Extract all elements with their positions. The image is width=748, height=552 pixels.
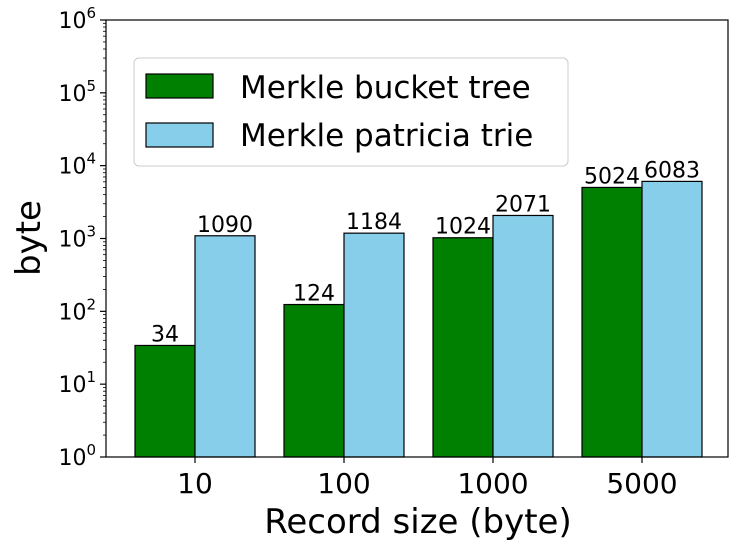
bar-value-label: 6083 [644, 158, 700, 183]
bar-value-label: 1024 [435, 215, 491, 240]
bar-merkle-bucket-tree-1000 [432, 237, 494, 458]
plot-frame [105, 19, 729, 458]
bars-group [134, 180, 703, 458]
bar-value-label: 34 [151, 322, 179, 347]
legend-label-merkle-patricia-trie: Merkle patricia trie [240, 118, 533, 154]
y-tick-label: 104 [58, 150, 96, 180]
y-tick-label: 102 [58, 295, 96, 325]
legend-swatch-merkle-bucket-tree [145, 73, 214, 99]
x-tick-label: 100 [317, 467, 370, 500]
bar-merkle-bucket-tree-5000 [581, 186, 643, 458]
x-axis: 10 100 1000 5000 [177, 457, 678, 500]
bar-merkle-patricia-trie-5000 [641, 180, 703, 458]
bar-value-label: 1184 [346, 210, 402, 235]
bar-merkle-patricia-trie-10 [194, 235, 256, 458]
x-axis-label: Record size (byte) [264, 502, 572, 542]
bar-value-label: 124 [293, 282, 335, 307]
bar-merkle-bucket-tree-10 [134, 344, 196, 458]
y-tick-label: 101 [58, 368, 96, 398]
bar-merkle-patricia-trie-1000 [492, 214, 554, 458]
bar-value-label: 2071 [495, 192, 551, 217]
y-axis-label: byte [9, 200, 49, 276]
y-tick-label: 106 [58, 4, 96, 34]
y-tick-label: 100 [58, 441, 96, 471]
legend: Merkle bucket tree Merkle patricia trie [133, 57, 569, 167]
y-axis: 100 101 102 103 104 105 106 [58, 4, 106, 471]
y-tick-label: 105 [58, 77, 96, 107]
bar-merkle-patricia-trie-100 [343, 232, 405, 458]
legend-swatch-merkle-patricia-trie [145, 122, 214, 148]
bar-value-label: 5024 [584, 164, 640, 189]
y-tick-label: 103 [58, 223, 96, 253]
legend-frame [133, 57, 569, 167]
x-tick-label: 5000 [606, 467, 677, 500]
x-tick-label: 1000 [457, 467, 528, 500]
x-tick-label: 10 [177, 467, 213, 500]
legend-label-merkle-bucket-tree: Merkle bucket tree [240, 70, 531, 106]
bar-merkle-bucket-tree-100 [283, 303, 345, 458]
bar-value-label: 1090 [197, 213, 253, 238]
